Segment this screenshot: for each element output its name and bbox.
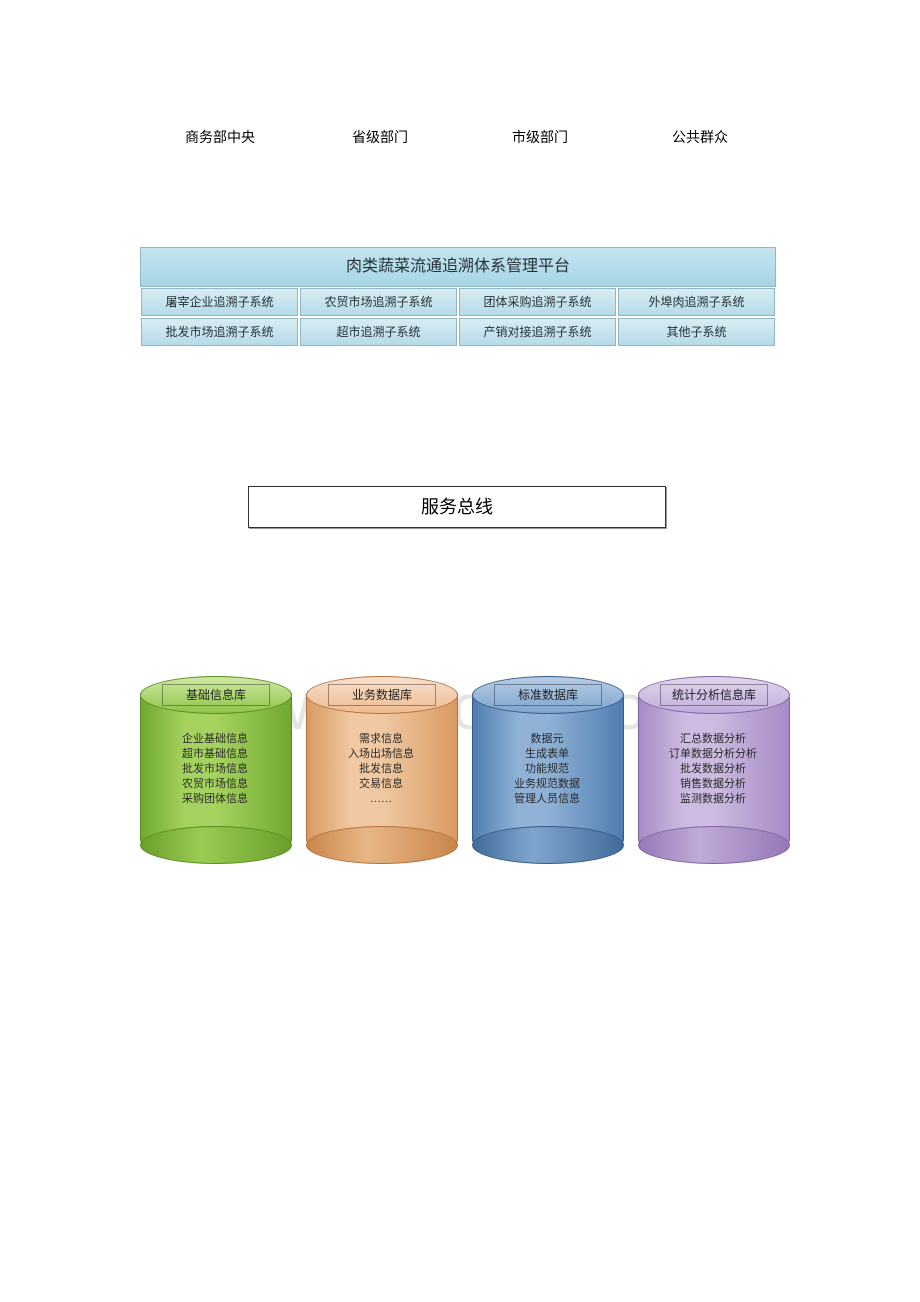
cylinder-item: 数据元 xyxy=(472,732,622,747)
cylinder-item: 生成表单 xyxy=(472,747,622,762)
platform-row-2: 批发市场追溯子系统 超市追溯子系统 产销对接追溯子系统 其他子系统 xyxy=(140,317,776,347)
cylinder-item: 需求信息 xyxy=(306,732,456,747)
cylinder-item: 销售数据分析 xyxy=(638,777,788,792)
cylinder-item: 批发数据分析 xyxy=(638,762,788,777)
cylinder-item: 交易信息 xyxy=(306,777,456,792)
cylinder-item: 农贸市场信息 xyxy=(140,777,290,792)
platform-title: 肉类蔬菜流通追溯体系管理平台 xyxy=(140,247,776,287)
cylinder-item: 批发市场信息 xyxy=(140,762,290,777)
header-item-province: 省级部门 xyxy=(300,127,460,147)
header-item-public: 公共群众 xyxy=(620,127,780,147)
cylinder-items: 数据元生成表单功能规范业务规范数据管理人员信息 xyxy=(472,732,622,807)
header-item-commerce: 商务部中央 xyxy=(140,127,300,147)
cylinder-item: 功能规范 xyxy=(472,762,622,777)
cylinder-item: 企业基础信息 xyxy=(140,732,290,747)
platform-table: 肉类蔬菜流通追溯体系管理平台 屠宰企业追溯子系统 农贸市场追溯子系统 团体采购追… xyxy=(140,247,776,347)
cylinder-item: 监测数据分析 xyxy=(638,792,788,807)
cylinder-item: 汇总数据分析 xyxy=(638,732,788,747)
platform-cell-other: 其他子系统 xyxy=(618,318,775,346)
platform-row-1: 屠宰企业追溯子系统 农贸市场追溯子系统 团体采购追溯子系统 外埠肉追溯子系统 xyxy=(140,287,776,317)
cylinder-item: 入场出场信息 xyxy=(306,747,456,762)
cylinder-item: 管理人员信息 xyxy=(472,792,622,807)
platform-cell-slaughter: 屠宰企业追溯子系统 xyxy=(141,288,298,316)
cylinder-label: 统计分析信息库 xyxy=(660,684,768,706)
header-item-city: 市级部门 xyxy=(460,127,620,147)
platform-cell-prodsale: 产销对接追溯子系统 xyxy=(459,318,616,346)
header-row: 商务部中央 省级部门 市级部门 公共群众 xyxy=(140,127,780,147)
cylinder-item: …… xyxy=(306,792,456,807)
platform-cell-externalmeat: 外埠肉追溯子系统 xyxy=(618,288,775,316)
cylinder-label: 标准数据库 xyxy=(494,684,602,706)
cylinder-item: 采购团体信息 xyxy=(140,792,290,807)
platform-cell-wholesale: 批发市场追溯子系统 xyxy=(141,318,298,346)
service-bus-box: 服务总线 xyxy=(248,486,666,528)
cylinder-items: 企业基础信息超市基础信息批发市场信息农贸市场信息采购团体信息 xyxy=(140,732,290,807)
platform-cell-farmmarket: 农贸市场追溯子系统 xyxy=(300,288,457,316)
cylinder-label: 基础信息库 xyxy=(162,684,270,706)
cylinder-label: 业务数据库 xyxy=(328,684,436,706)
cylinder-items: 需求信息入场出场信息批发信息交易信息…… xyxy=(306,732,456,807)
cylinder-item: 超市基础信息 xyxy=(140,747,290,762)
cylinder-item: 批发信息 xyxy=(306,762,456,777)
platform-cell-grouppurchase: 团体采购追溯子系统 xyxy=(459,288,616,316)
platform-cell-supermarket: 超市追溯子系统 xyxy=(300,318,457,346)
cylinder-item: 业务规范数据 xyxy=(472,777,622,792)
cylinder-items: 汇总数据分析订单数据分析分析批发数据分析销售数据分析监测数据分析 xyxy=(638,732,788,807)
cylinder-item: 订单数据分析分析 xyxy=(638,747,788,762)
